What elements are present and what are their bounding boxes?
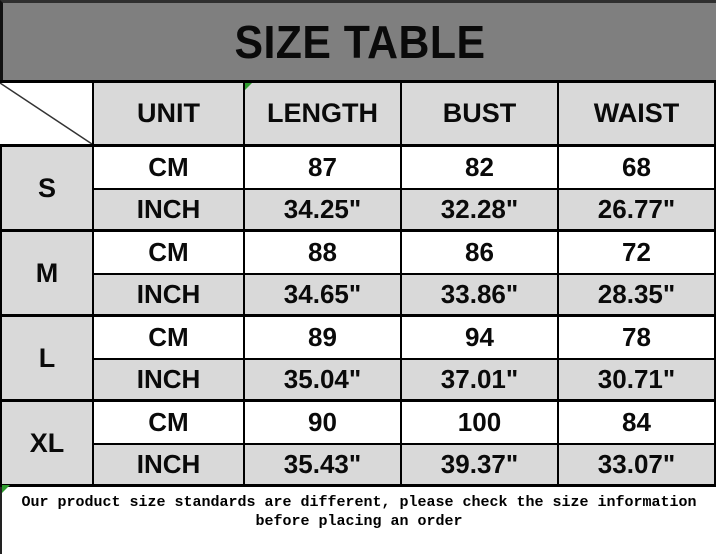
value-cell: 84 [559, 402, 716, 445]
size-label-xl: XL [0, 402, 94, 487]
comment-marker-icon [245, 83, 252, 90]
comment-marker-icon [2, 485, 10, 493]
diagonal-header-cell [0, 80, 94, 147]
unit-cell: INCH [94, 359, 245, 402]
header-label: LENGTH [267, 98, 378, 128]
size-label-s: S [0, 147, 94, 232]
value-cell: 34.25" [245, 189, 402, 232]
unit-cell: CM [94, 147, 245, 190]
size-table: UNIT LENGTH BUST WAIST S CM 87 82 68 INC… [0, 80, 716, 487]
unit-cell: CM [94, 317, 245, 360]
value-cell: 35.43" [245, 444, 402, 487]
value-cell: 94 [402, 317, 559, 360]
value-cell: 86 [402, 232, 559, 275]
header-cell-bust: BUST [402, 80, 559, 147]
unit-cell: CM [94, 232, 245, 275]
diagonal-line [0, 83, 92, 144]
size-label-l: L [0, 317, 94, 402]
value-cell: 82 [402, 147, 559, 190]
header-cell-length: LENGTH [245, 80, 402, 147]
value-cell: 68 [559, 147, 716, 190]
size-label-m: M [0, 232, 94, 317]
value-cell: 32.28" [402, 189, 559, 232]
unit-cell: CM [94, 402, 245, 445]
note-line-2: before placing an order [255, 513, 463, 530]
value-cell: 72 [559, 232, 716, 275]
value-cell: 35.04" [245, 359, 402, 402]
value-cell: 33.07" [559, 444, 716, 487]
value-cell: 30.71" [559, 359, 716, 402]
value-cell: 90 [245, 402, 402, 445]
unit-cell: INCH [94, 444, 245, 487]
unit-cell: INCH [94, 189, 245, 232]
value-cell: 100 [402, 402, 559, 445]
value-cell: 88 [245, 232, 402, 275]
value-cell: 39.37" [402, 444, 559, 487]
title-bar: SIZE TABLE [0, 0, 716, 80]
value-cell: 33.86" [402, 274, 559, 317]
value-cell: 37.01" [402, 359, 559, 402]
note-line-1: Our product size standards are different… [21, 494, 697, 511]
page-title: SIZE TABLE [233, 15, 486, 68]
value-cell: 89 [245, 317, 402, 360]
size-note: Our product size standards are different… [0, 485, 716, 554]
value-cell: 26.77" [559, 189, 716, 232]
header-cell-unit: UNIT [94, 80, 245, 147]
value-cell: 78 [559, 317, 716, 360]
value-cell: 87 [245, 147, 402, 190]
value-cell: 34.65" [245, 274, 402, 317]
value-cell: 28.35" [559, 274, 716, 317]
header-cell-waist: WAIST [559, 80, 716, 147]
unit-cell: INCH [94, 274, 245, 317]
